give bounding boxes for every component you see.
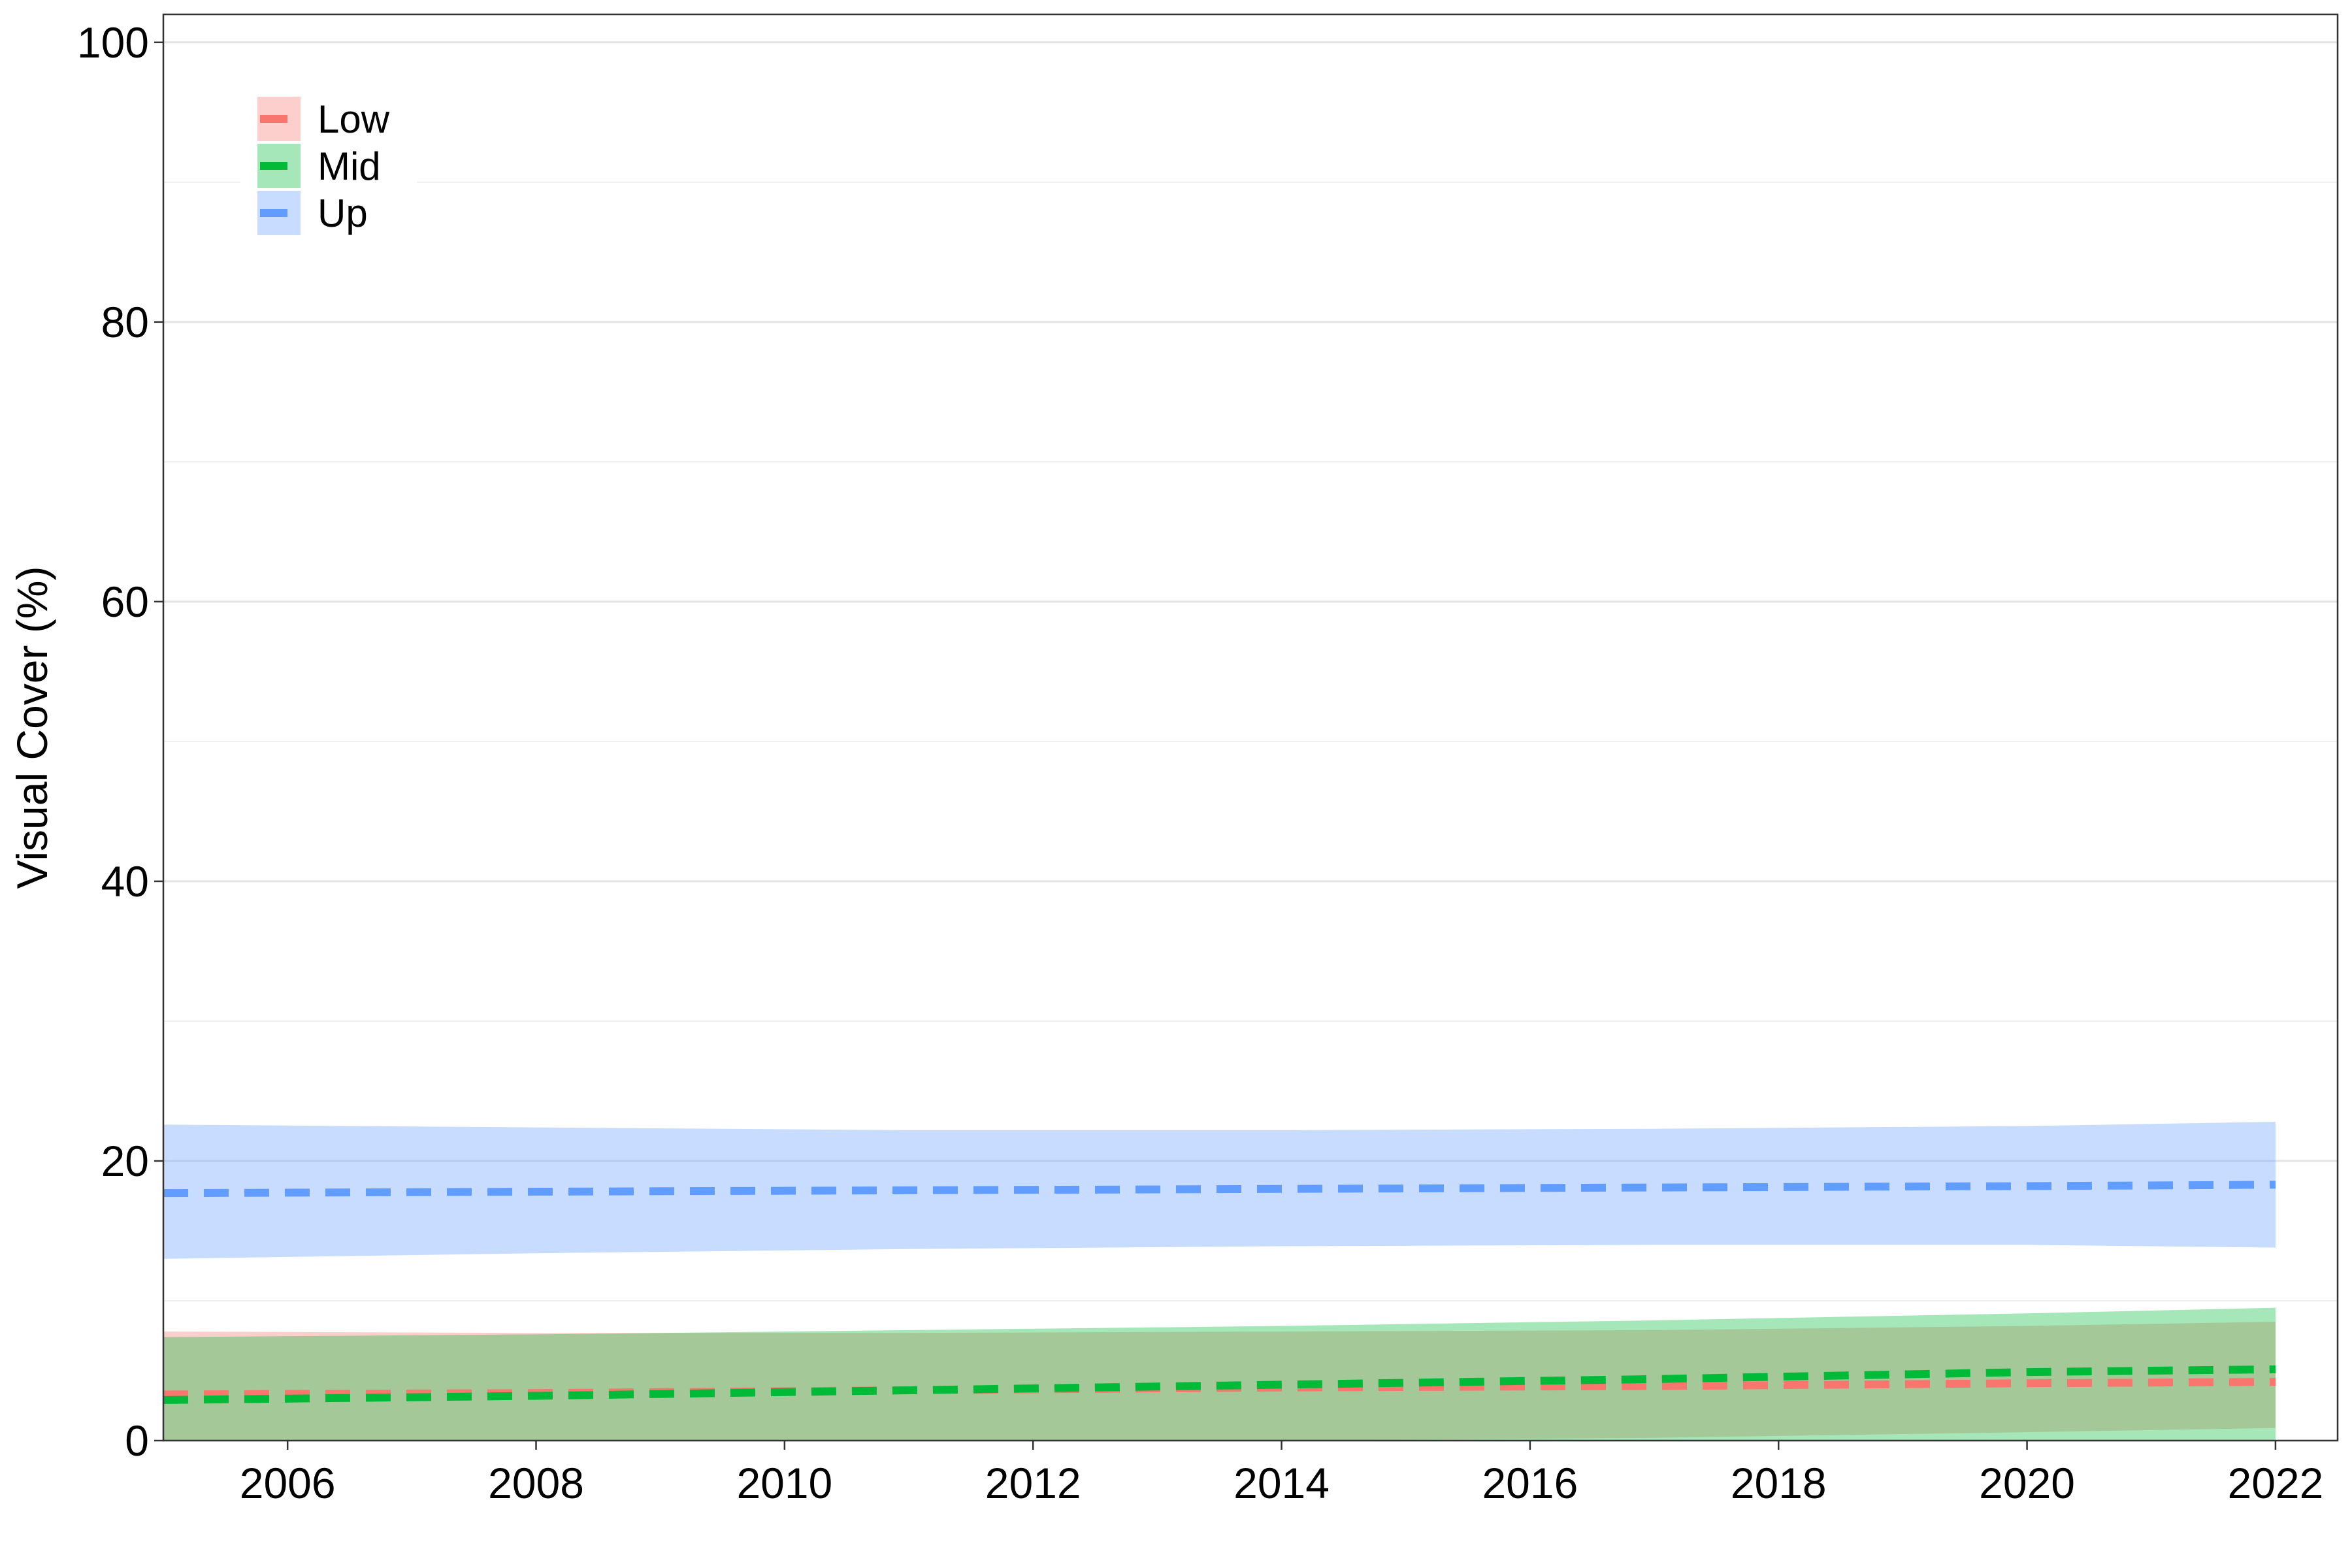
grid-lines: [163, 41, 2338, 1442]
confidence-bands: [163, 1122, 2276, 1441]
legend-label-mid: Mid: [318, 144, 381, 188]
y-tick-label: 60: [101, 578, 149, 626]
y-tick-label: 0: [125, 1416, 149, 1465]
y-tick-label: 40: [101, 857, 149, 906]
x-tick-label: 2014: [1233, 1459, 1330, 1507]
panel-border: [162, 13, 2339, 1442]
band-mid: [163, 1307, 2276, 1441]
band-low: [163, 1322, 2276, 1441]
x-tick-label: 2008: [488, 1459, 584, 1507]
x-tick-label: 2020: [1979, 1459, 2075, 1507]
x-tick-label: 2022: [2228, 1459, 2324, 1507]
line-up: [163, 1181, 2276, 1198]
x-axis: 2006 2008 2010 2012 2014 2016 2018 2020 2022: [240, 1441, 2324, 1507]
y-tick-label: 100: [77, 18, 149, 67]
x-tick-label: 2010: [736, 1459, 832, 1507]
x-tick-label: 2006: [240, 1459, 336, 1507]
y-axis: 0 20 40 60 80 100: [77, 18, 163, 1465]
series-lines: [163, 1181, 2276, 1404]
legend-label-low: Low: [318, 97, 390, 141]
x-tick-label: 2018: [1731, 1459, 1827, 1507]
y-tick-label: 20: [101, 1137, 149, 1185]
x-tick-label: 2016: [1482, 1459, 1578, 1507]
legend-label-up: Up: [318, 191, 368, 235]
line-mid: [163, 1365, 2276, 1404]
x-tick-label: 2012: [985, 1459, 1081, 1507]
y-axis-title: Visual Cover (%): [8, 566, 56, 889]
y-tick-label: 80: [101, 298, 149, 346]
